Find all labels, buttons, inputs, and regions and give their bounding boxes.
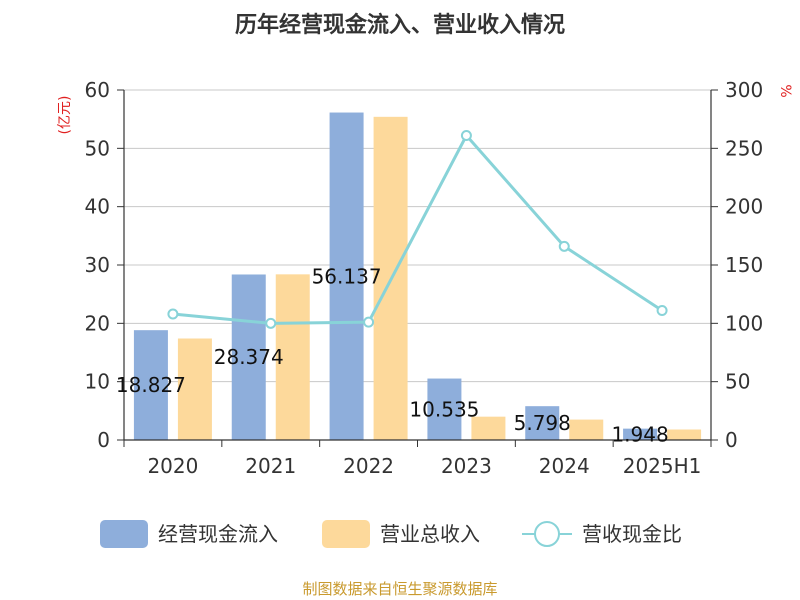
right-axis-unit: % [777,84,793,97]
bar-value-labels: 18.827 28.374 56.137 10.535 5.798 1.948 [116,264,669,446]
bar-value-label: 56.137 [312,264,382,288]
grid-lines [124,89,711,383]
chart-title: 历年经营现金流入、营业收入情况 [235,12,565,38]
x-tick-label: 2022 [343,454,394,478]
axes [117,89,718,447]
bars [133,112,702,440]
left-tick-label: 60 [85,78,110,102]
left-axis-unit: (亿元) [57,96,73,135]
left-tick-label: 40 [85,195,110,219]
bar-value-label: 10.535 [409,397,479,421]
bar-cash-inflow [133,330,168,440]
ratio-point [265,317,277,329]
legend-line-marker [534,521,560,547]
left-tick-label: 20 [85,311,110,335]
bar-revenue [177,338,212,440]
right-tick-label: 150 [725,253,763,277]
bar-value-label: 1.948 [611,422,668,446]
right-tick-label: 100 [725,311,763,335]
legend-label: 营业总收入 [380,522,480,546]
ratio-point [460,130,472,141]
bar-cash-inflow [329,112,364,440]
ratio-point [167,308,179,320]
left-tick-label: 30 [85,253,110,277]
bar-revenue [569,419,604,440]
left-tick-label: 10 [85,370,110,394]
right-tick-label: 0 [725,428,738,452]
bar-cash-inflow [623,428,658,440]
tick-labels: 0 10 20 30 40 50 60 0 50 100 150 200 250 300 2020 2021 2… [85,78,764,478]
legend-swatch [322,520,370,548]
ratio-point [558,240,570,252]
x-tick-label: 2020 [147,454,198,478]
source-note: 制图数据来自恒生聚源数据库 [302,580,497,598]
ratio-line [167,130,668,329]
x-tick-label: 2023 [441,454,492,478]
bar-cash-inflow [427,378,462,440]
ratio-point [656,305,668,316]
left-tick-label: 50 [85,136,110,160]
ratio-point [363,316,375,328]
right-tick-label: 300 [725,78,763,102]
bar-revenue [471,416,506,440]
x-tick-label: 2024 [539,454,590,478]
legend: 经营现金流入 营业总收入 营收现金比 [100,520,682,548]
legend-label: 营收现金比 [582,522,682,546]
ratio-line-path [172,132,663,325]
left-tick-label: 0 [97,428,110,452]
bar-revenue [275,274,310,440]
right-tick-label: 250 [725,136,763,160]
bar-cash-inflow [231,274,266,440]
bar-value-label: 5.798 [514,411,571,435]
bar-value-label: 18.827 [116,373,186,397]
bar-revenue [667,429,702,440]
bar-value-label: 28.374 [214,345,284,369]
right-tick-label: 50 [725,370,750,394]
x-tick-label: 2025H1 [623,454,702,478]
legend-label: 经营现金流入 [158,522,278,546]
right-tick-label: 200 [725,195,763,219]
x-tick-label: 2021 [245,454,296,478]
bar-cash-inflow [525,406,560,440]
legend-swatch [100,520,148,548]
